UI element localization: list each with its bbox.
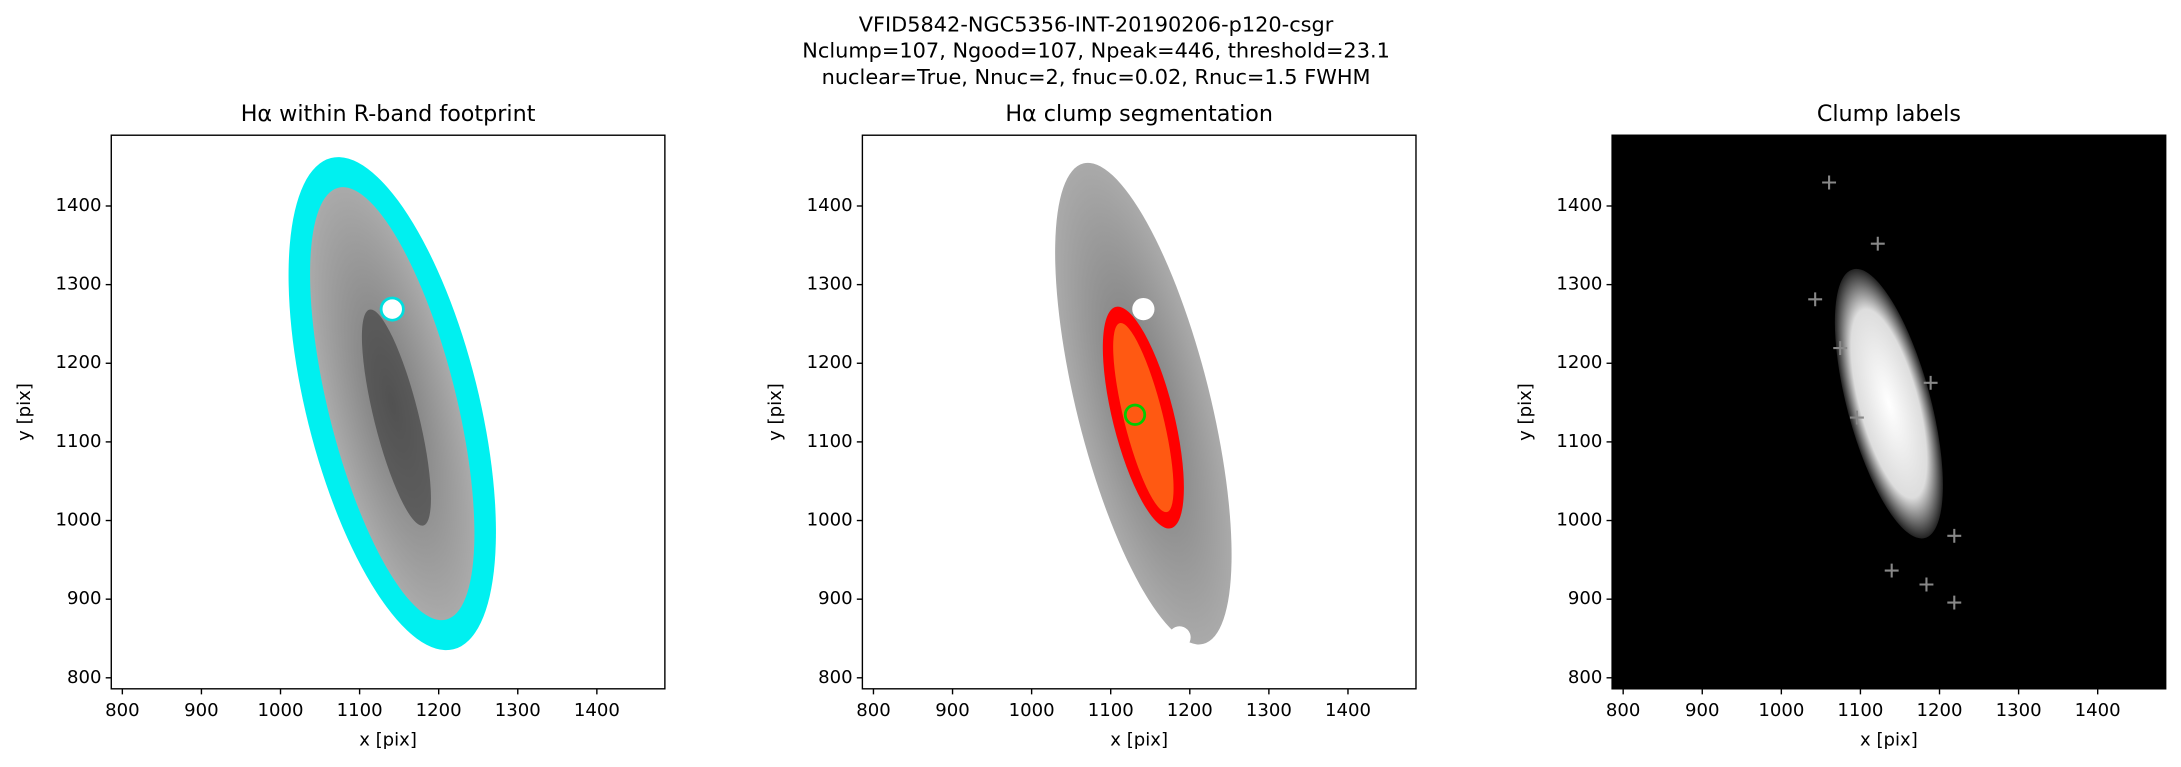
x-tick-label: 900 [184, 700, 219, 721]
y-tick-label: 900 [818, 588, 853, 609]
y-tick-label: 1000 [56, 510, 102, 531]
y-tick-label: 1200 [807, 352, 853, 373]
axes-title: Clump labels [1817, 101, 1961, 127]
y-axis-label: y [pix] [1515, 383, 1536, 441]
y-tick-label: 800 [818, 667, 853, 688]
x-tick-label: 1100 [337, 700, 383, 721]
y-tick-label: 1400 [1556, 195, 1602, 216]
x-tick-label: 1300 [495, 700, 541, 721]
y-tick-label: 900 [1568, 588, 1603, 609]
y-tick-label: 1100 [1556, 431, 1602, 452]
x-axis-label: x [pix] [1860, 729, 1918, 750]
y-tick-label: 1400 [807, 195, 853, 216]
x-tick-label: 1000 [258, 700, 304, 721]
y-tick-label: 1200 [56, 352, 102, 373]
x-tick-label: 1200 [1167, 700, 1213, 721]
x-tick-label: 1400 [574, 700, 620, 721]
segmentation-image [1055, 162, 1232, 649]
x-tick-label: 1100 [1837, 700, 1883, 721]
axes-frame [1611, 134, 2167, 690]
x-tick-label: 800 [105, 700, 140, 721]
y-tick-label: 1300 [56, 274, 102, 295]
figure-title: Nclump=107, Ngood=107, Npeak=446, thresh… [802, 39, 1390, 63]
x-tick-label: 1400 [1325, 700, 1371, 721]
y-axis-label: y [pix] [765, 383, 786, 441]
axes-title: Hα clump segmentation [1005, 101, 1273, 127]
x-tick-label: 1000 [1009, 700, 1055, 721]
y-tick-label: 900 [67, 588, 102, 609]
x-tick-label: 1300 [1996, 700, 2042, 721]
figure-title: nuclear=True, Nnuc=2, fnuc=0.02, Rnuc=1.… [822, 65, 1371, 89]
x-tick-label: 900 [1685, 700, 1720, 721]
axes-frame [110, 134, 666, 690]
y-tick-label: 1300 [807, 274, 853, 295]
galaxy-image [288, 157, 496, 651]
y-tick-label: 1100 [807, 431, 853, 452]
x-axis-label: x [pix] [359, 729, 417, 750]
x-axis-label: x [pix] [1110, 729, 1168, 750]
y-tick-label: 1100 [56, 431, 102, 452]
x-tick-label: 1200 [416, 700, 462, 721]
y-tick-label: 1400 [56, 195, 102, 216]
y-axis-label: y [pix] [14, 383, 35, 441]
y-tick-label: 800 [67, 667, 102, 688]
x-tick-label: 800 [856, 700, 891, 721]
x-tick-label: 1400 [2075, 700, 2121, 721]
y-tick-label: 1300 [1556, 274, 1602, 295]
x-tick-label: 1300 [1246, 700, 1292, 721]
y-tick-label: 1000 [1556, 510, 1602, 531]
y-tick-label: 1200 [1556, 352, 1602, 373]
figure-title: VFID5842-NGC5356-INT-20190206-p120-csgr [859, 12, 1334, 36]
x-tick-label: 1000 [1758, 700, 1804, 721]
x-tick-label: 800 [1606, 700, 1641, 721]
x-tick-label: 900 [935, 700, 970, 721]
y-tick-label: 1000 [807, 510, 853, 531]
x-tick-label: 1100 [1088, 700, 1134, 721]
x-tick-label: 1200 [1917, 700, 1963, 721]
axes-title: Hα within R-band footprint [241, 101, 536, 127]
axes-frame [861, 134, 1417, 690]
y-tick-label: 800 [1568, 667, 1603, 688]
labels-image [1612, 135, 2166, 689]
